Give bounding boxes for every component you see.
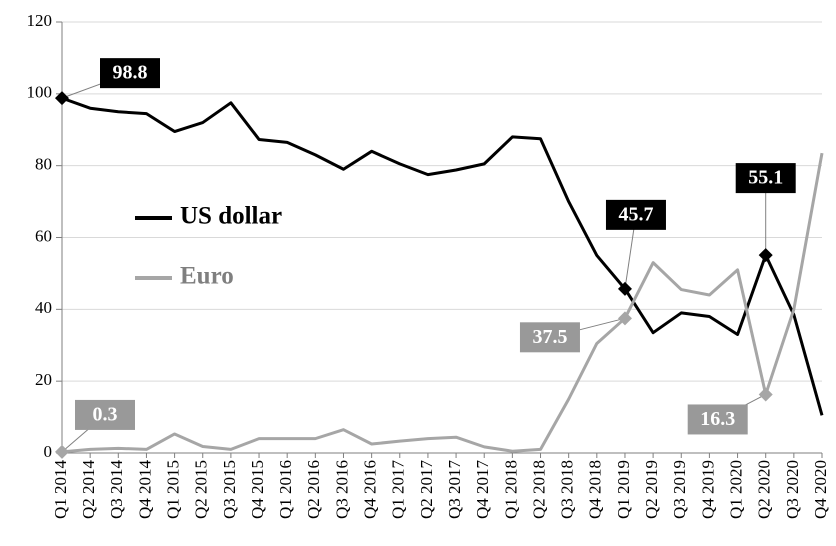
label-box bbox=[687, 404, 748, 435]
x-tick-label: Q2 2016 bbox=[304, 460, 323, 519]
x-tick-label: Q3 2018 bbox=[558, 460, 577, 519]
legend-label: Euro bbox=[180, 263, 234, 290]
x-tick-label: Q1 2017 bbox=[389, 460, 408, 520]
x-tick-label: Q3 2014 bbox=[107, 460, 126, 520]
x-tick-label: Q2 2015 bbox=[192, 460, 211, 519]
data-label: 16.3 bbox=[700, 408, 735, 430]
y-tick-label: 80 bbox=[35, 155, 52, 174]
series-line bbox=[61, 152, 824, 454]
x-tick-label: Q3 2016 bbox=[332, 460, 351, 519]
x-tick-label: Q1 2019 bbox=[614, 460, 633, 519]
data-label: 55.1 bbox=[748, 167, 783, 189]
x-tick-label: Q4 2016 bbox=[361, 460, 380, 519]
data-label: 0.3 bbox=[93, 404, 118, 426]
x-tick-label: Q4 2015 bbox=[248, 460, 267, 519]
x-tick-label: Q4 2014 bbox=[135, 460, 154, 520]
y-tick-label: 100 bbox=[27, 83, 53, 102]
y-tick-label: 40 bbox=[35, 298, 52, 317]
label-box bbox=[75, 399, 135, 430]
legend-label: US dollar bbox=[180, 203, 282, 230]
x-tick-label: Q3 2020 bbox=[783, 460, 802, 519]
data-label: 98.8 bbox=[113, 62, 148, 84]
data-label: 37.5 bbox=[532, 326, 567, 348]
label-box bbox=[735, 163, 796, 194]
label-box bbox=[605, 199, 666, 230]
x-tick-label: Q2 2017 bbox=[417, 460, 436, 520]
x-tick-label: Q2 2018 bbox=[529, 460, 548, 519]
x-tick-label: Q2 2014 bbox=[79, 460, 98, 520]
label-box bbox=[100, 58, 160, 89]
x-tick-label: Q4 2020 bbox=[811, 460, 830, 519]
x-tick-label: Q1 2014 bbox=[51, 460, 70, 520]
y-tick-label: 60 bbox=[35, 226, 52, 245]
x-tick-label: Q1 2015 bbox=[163, 460, 182, 519]
x-tick-label: Q4 2019 bbox=[698, 460, 717, 519]
x-tick-label: Q1 2018 bbox=[501, 460, 520, 519]
x-tick-label: Q3 2019 bbox=[670, 460, 689, 519]
x-tick-label: Q4 2017 bbox=[473, 460, 492, 520]
x-tick-label: Q4 2018 bbox=[586, 460, 605, 519]
marker bbox=[617, 281, 632, 296]
x-tick-label: Q1 2016 bbox=[276, 460, 295, 519]
marker bbox=[758, 248, 773, 263]
x-tick-label: Q3 2015 bbox=[220, 460, 239, 519]
data-label: 45.7 bbox=[618, 203, 653, 225]
y-tick-label: 0 bbox=[44, 442, 53, 461]
marker bbox=[55, 91, 69, 106]
x-tick-label: Q1 2020 bbox=[726, 460, 745, 519]
x-tick-label: Q2 2020 bbox=[755, 460, 774, 519]
y-tick-label: 20 bbox=[35, 370, 52, 389]
label-box bbox=[519, 322, 580, 353]
x-tick-label: Q3 2017 bbox=[445, 460, 464, 520]
series-line bbox=[61, 96, 824, 416]
y-tick-label: 120 bbox=[27, 11, 53, 30]
marker bbox=[55, 444, 69, 459]
x-tick-label: Q2 2019 bbox=[642, 460, 661, 519]
marker bbox=[758, 387, 773, 402]
marker bbox=[617, 311, 632, 326]
